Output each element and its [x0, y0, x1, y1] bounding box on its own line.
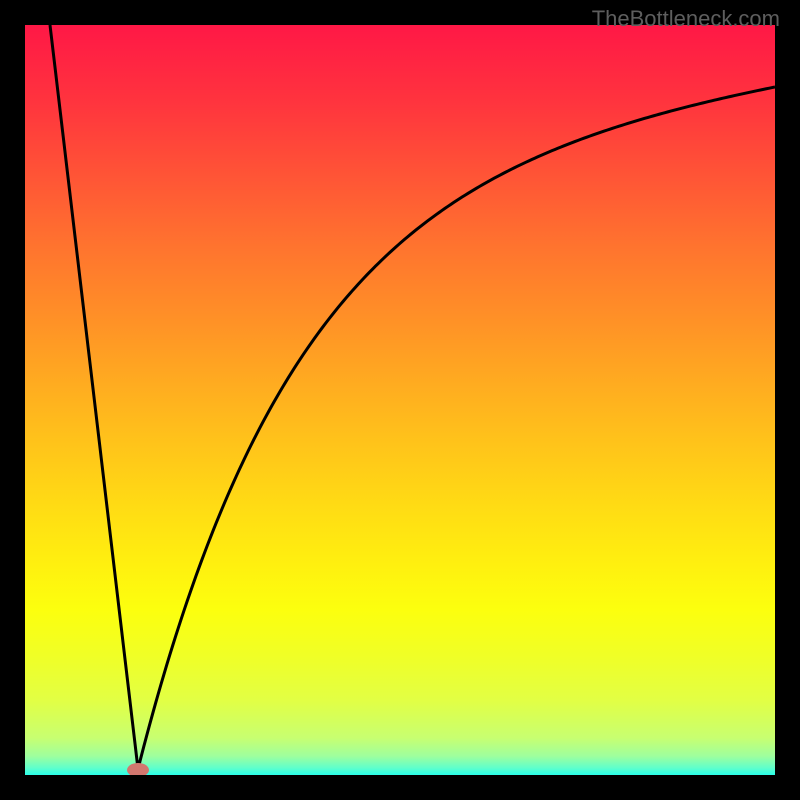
plot-area: [25, 25, 775, 775]
gradient-chart-svg: [25, 25, 775, 775]
watermark-text: TheBottleneck.com: [592, 6, 780, 32]
chart-container: TheBottleneck.com: [0, 0, 800, 800]
